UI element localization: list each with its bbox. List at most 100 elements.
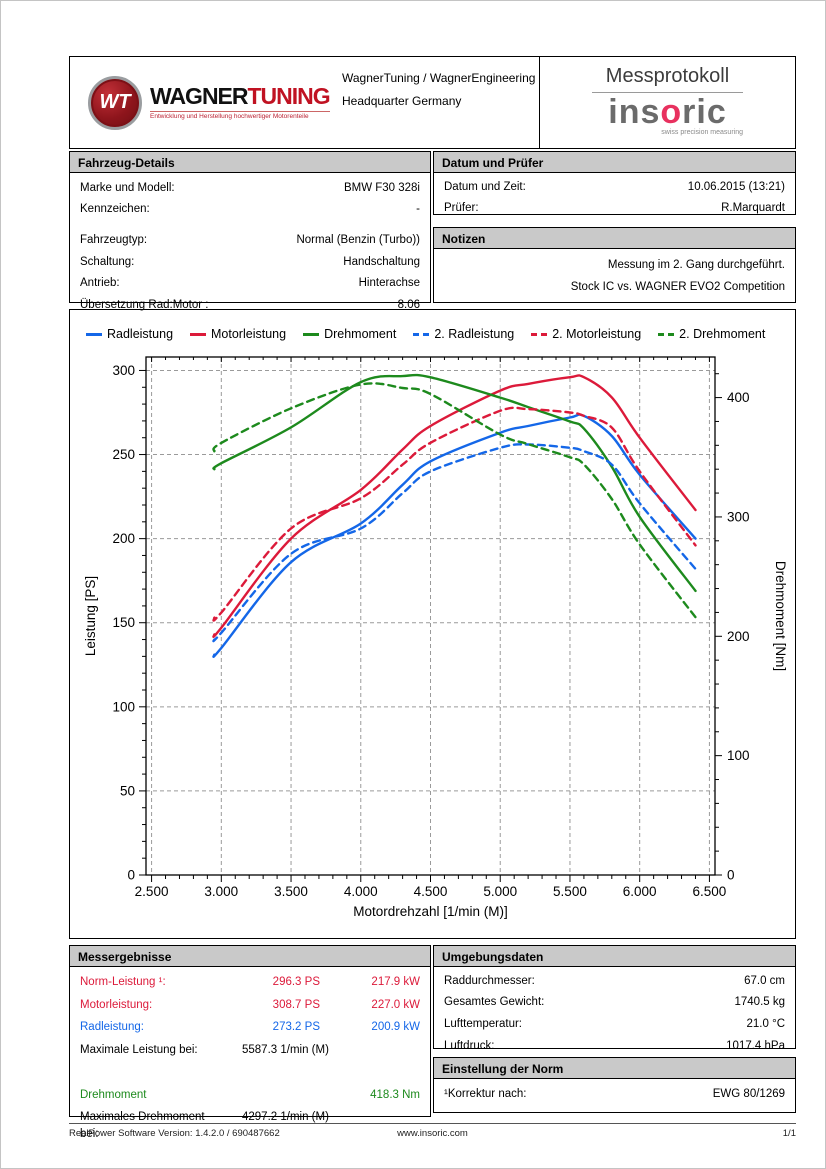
environment-body: Raddurchmesser: 67.0 cm Gesamtes Gewicht:… xyxy=(434,967,795,1057)
curve-2-drehmoment xyxy=(212,382,697,619)
row-spacer xyxy=(70,220,430,229)
vehicle-row: Übersetzung Rad:Motor : 8.06 xyxy=(70,294,430,316)
svg-text:Drehmoment [Nm]: Drehmoment [Nm] xyxy=(773,561,788,671)
max-torque-rpm: 4297.2 1/min (M) xyxy=(242,1111,329,1124)
row-label: ¹Korrektur nach: xyxy=(444,1087,527,1100)
svg-text:100: 100 xyxy=(112,699,135,714)
norm-power-ps: 296.3 PS xyxy=(272,976,320,988)
svg-text:0: 0 xyxy=(127,868,135,883)
row-label: Norm-Leistung ¹: xyxy=(80,976,166,988)
svg-text:5.000: 5.000 xyxy=(483,884,517,899)
brand-tagline: Entwicklung und Herstellung hochwertiger… xyxy=(150,111,330,120)
footer-url: www.insoric.com xyxy=(397,1128,468,1139)
row-label: Radleistung: xyxy=(80,1021,144,1034)
results-body: Norm-Leistung ¹: 296.3 PS 217.9 kW Motorle… xyxy=(70,967,430,1146)
env-row: Raddurchmesser: 67.0 cm xyxy=(434,970,795,992)
vehicle-row: Marke und Modell: BMW F30 328i xyxy=(70,177,430,199)
row-label: Maximales Drehmoment bei: xyxy=(80,1111,205,1141)
notes-body: Messung im 2. Gang durchgeführt. Stock I… xyxy=(434,249,795,299)
date-examiner-body: Datum und Zeit: 10.06.2015 (13:21) Prüfer… xyxy=(434,173,795,219)
brand-word-red: TUNING xyxy=(247,83,331,109)
protocol-header-box: Messprotokoll insoric swiss precision me… xyxy=(540,56,796,149)
notes-title: Notizen xyxy=(434,228,795,249)
row-label: Gesamtes Gewicht: xyxy=(444,996,545,1009)
legend-label: 2. Radleistung xyxy=(434,327,515,341)
svg-text:0: 0 xyxy=(727,868,735,883)
plot-frame xyxy=(145,356,716,876)
company-line-1: WagnerTuning / WagnerEngineering xyxy=(342,70,536,85)
chart-legend: Radleistung Motorleistung Drehmoment 2. Rad… xyxy=(70,310,795,346)
environment-column: Umgebungsdaten Raddurchmesser: 67.0 cm Ge… xyxy=(433,945,796,1117)
company-line-2: Headquarter Germany xyxy=(342,93,462,108)
page-number: 1/1 xyxy=(782,1128,796,1139)
note-line: Messung im 2. Gang durchgeführt. xyxy=(607,258,785,271)
report-sheet: WT WAGNERTUNING Entwicklung und Herstell… xyxy=(69,56,796,1140)
insoric-pre: ins xyxy=(608,93,661,131)
row-value: 21.0 °C xyxy=(746,1017,785,1030)
env-row: Luftdruck: 1017.4 hPa xyxy=(434,1035,795,1057)
legend-item-4: 2. Radleistung xyxy=(413,327,514,341)
env-row: Lufttemperatur: 21.0 °C xyxy=(434,1013,795,1035)
row-value: 10.06.2015 (13:21) xyxy=(687,180,785,193)
motor-power-kw: 227.0 kW xyxy=(371,998,420,1011)
legend-swatch-icon xyxy=(531,332,548,336)
insoric-slogan: swiss precision measuring xyxy=(661,128,743,136)
results-box: Messergebnisse Norm-Leistung ¹: 296.3 PS 2… xyxy=(69,945,431,1140)
legend-item-5: 2. Motorleistung xyxy=(531,327,641,341)
curve-2-motorleistung xyxy=(212,406,697,622)
env-row: Gesamtes Gewicht: 1740.5 kg xyxy=(434,992,795,1014)
legend-label: 2. Motorleistung xyxy=(552,327,642,341)
svg-text:4.500: 4.500 xyxy=(414,884,448,899)
curve-drehmoment xyxy=(212,373,697,593)
environment-title: Umgebungsdaten xyxy=(434,946,795,967)
row-value: Normal (Benzin (Turbo)) xyxy=(296,233,420,246)
examiner-row: Prüfer: R.Marquardt xyxy=(434,198,795,220)
svg-text:5.500: 5.500 xyxy=(553,884,587,899)
svg-text:Leistung [PS]: Leistung [PS] xyxy=(83,576,98,656)
norm-setting-title: Einstellung der Norm xyxy=(434,1058,795,1079)
spacer-cell xyxy=(220,1087,320,1104)
company-header-box: WT WAGNERTUNING Entwicklung und Herstell… xyxy=(69,56,540,149)
row-value: 8.06 xyxy=(397,298,420,311)
row-label: Prüfer: xyxy=(444,202,479,215)
row-label: Maximale Leistung bei: xyxy=(80,1044,198,1057)
brand-word-black: WAGNER xyxy=(150,83,248,109)
legend-label: 2. Drehmoment xyxy=(679,327,766,341)
wheel-power-kw: 200.9 kW xyxy=(371,1021,420,1034)
date-examiner-title: Datum und Prüfer xyxy=(434,152,795,173)
legend-label: Motorleistung xyxy=(211,327,287,341)
svg-text:Motordrehzahl [1/min (M)]: Motordrehzahl [1/min (M)] xyxy=(353,904,508,919)
wagner-brandline: WAGNERTUNING xyxy=(150,83,331,109)
vehicle-column: Fahrzeug-Details Marke und Modell: BMW F3… xyxy=(69,151,431,311)
note-line: Stock IC vs. WAGNER EVO2 Competition xyxy=(570,280,785,293)
vehicle-details-body: Marke und Modell: BMW F30 328i Kennzeiche… xyxy=(70,173,430,316)
results-title: Messergebnisse xyxy=(70,946,430,967)
results-row: Messergebnisse Norm-Leistung ¹: 296.3 PS 2… xyxy=(69,945,796,1140)
svg-text:150: 150 xyxy=(112,615,135,630)
software-version: RealPower Software Version: 1.4.2.0 / 69… xyxy=(69,1128,280,1139)
wagner-tuning-logo: WT WAGNERTUNING Entwicklung und Herstell… xyxy=(70,75,342,130)
svg-text:50: 50 xyxy=(120,783,135,798)
environment-box: Umgebungsdaten Raddurchmesser: 67.0 cm Ge… xyxy=(433,945,796,1052)
row-label: Motorleistung: xyxy=(80,998,153,1011)
row-spacer xyxy=(70,1062,430,1084)
legend-item-6: 2. Drehmoment xyxy=(658,327,765,341)
vehicle-row: Schaltung: Handschaltung xyxy=(70,251,430,273)
row-label: Schaltung: xyxy=(80,255,135,268)
legend-swatch-icon xyxy=(413,332,430,336)
vehicle-row: Antrieb: Hinterachse xyxy=(70,273,430,295)
torque-nm: 418.3 Nm xyxy=(370,1088,420,1101)
legend-swatch-icon xyxy=(86,332,102,336)
results-column: Messergebnisse Norm-Leistung ¹: 296.3 PS 2… xyxy=(69,945,431,1140)
max-power-rpm: 5587.3 1/min (M) xyxy=(242,1044,329,1057)
insoric-o-icon: o xyxy=(660,93,683,131)
wagner-logo-text: WAGNERTUNING Entwicklung und Herstellung… xyxy=(150,83,331,120)
svg-text:4.000: 4.000 xyxy=(344,884,378,899)
vehicle-row: Fahrzeugtyp: Normal (Benzin (Turbo)) xyxy=(70,229,430,251)
row-label: Fahrzeugtyp: xyxy=(80,233,148,246)
svg-text:6.000: 6.000 xyxy=(623,884,657,899)
legend-swatch-icon xyxy=(658,332,675,336)
report-header: WT WAGNERTUNING Entwicklung und Herstell… xyxy=(69,56,796,149)
norm-setting-box: Einstellung der Norm ¹Korrektur nach: EWG… xyxy=(433,1057,796,1113)
max-power-row: Maximale Leistung bei: 5587.3 1/min (M) xyxy=(70,1039,430,1062)
